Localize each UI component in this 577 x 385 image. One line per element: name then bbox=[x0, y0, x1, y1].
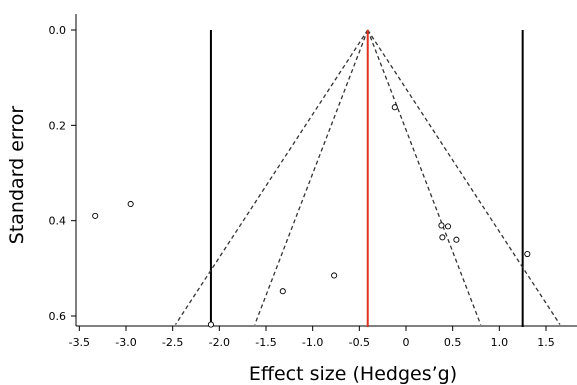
study-point bbox=[453, 236, 460, 243]
x-tick-label: 0.5 bbox=[444, 336, 462, 349]
study-point bbox=[438, 222, 445, 229]
y-axis-ticks: 0.0 0.2 0.4 0.6 bbox=[49, 24, 76, 323]
x-tick-label: -3.0 bbox=[115, 336, 136, 349]
outer-funnel-right bbox=[367, 29, 561, 325]
study-point bbox=[279, 288, 286, 295]
x-tick-label: -2.0 bbox=[209, 336, 230, 349]
axes bbox=[75, 14, 577, 327]
study-point bbox=[207, 321, 214, 328]
bound-lines bbox=[209, 30, 524, 327]
study-point bbox=[444, 223, 452, 230]
x-tick-label: -2.5 bbox=[162, 336, 183, 349]
x-tick-label: -0.5 bbox=[349, 336, 370, 349]
outer-funnel-left bbox=[174, 29, 369, 325]
x-tick-label: 0 bbox=[403, 336, 410, 349]
x-tick-label: -1.5 bbox=[255, 336, 276, 349]
inner-funnel-left bbox=[254, 29, 369, 325]
x-tick-label: 1.5 bbox=[537, 336, 555, 349]
x-tick-label: -3.5 bbox=[69, 336, 90, 349]
y-tick-label: 0.6 bbox=[49, 310, 67, 323]
x-tick-label: -1.0 bbox=[302, 336, 323, 349]
y-axis-title: Standard error bbox=[6, 106, 28, 245]
study-point bbox=[92, 212, 99, 219]
y-tick-label: 0.2 bbox=[49, 119, 67, 132]
study-point bbox=[127, 200, 134, 208]
study-points bbox=[92, 104, 531, 328]
x-tick-label: 1.0 bbox=[491, 336, 509, 349]
study-point bbox=[331, 272, 338, 279]
x-axis-title: Effect size (Hedges’g) bbox=[249, 363, 457, 385]
x-axis-ticks: -3.5 -3.0 -2.5 -2.0 -1.5 -1.0 -0.5 0 0.5 1.0 1.5 bbox=[69, 326, 555, 349]
inner-funnel-right bbox=[367, 29, 482, 325]
study-point bbox=[524, 250, 531, 258]
study-point bbox=[391, 104, 398, 111]
y-tick-label: 0.0 bbox=[49, 24, 67, 37]
funnel-lines bbox=[174, 29, 561, 325]
y-tick-label: 0.4 bbox=[49, 215, 67, 228]
study-point bbox=[439, 234, 446, 241]
